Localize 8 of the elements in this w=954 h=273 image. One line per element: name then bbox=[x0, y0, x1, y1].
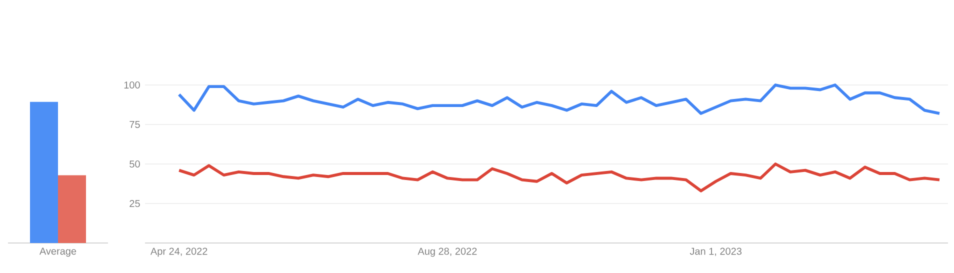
x-tick-label: Apr 24, 2022 bbox=[150, 248, 208, 257]
y-tick-label: 25 bbox=[130, 200, 140, 208]
x-tick-label: Aug 28, 2022 bbox=[418, 248, 477, 257]
x-tick-label: Jan 1, 2023 bbox=[690, 248, 742, 256]
y-tick-label: 100 bbox=[124, 81, 140, 89]
y-tick-label: 50 bbox=[130, 160, 140, 168]
x-tick-label: Average bbox=[39, 248, 76, 257]
y-tick-label: 75 bbox=[130, 121, 140, 128]
